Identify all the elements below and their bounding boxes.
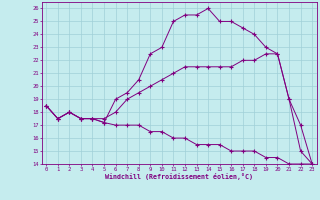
X-axis label: Windchill (Refroidissement éolien,°C): Windchill (Refroidissement éolien,°C) xyxy=(105,173,253,180)
